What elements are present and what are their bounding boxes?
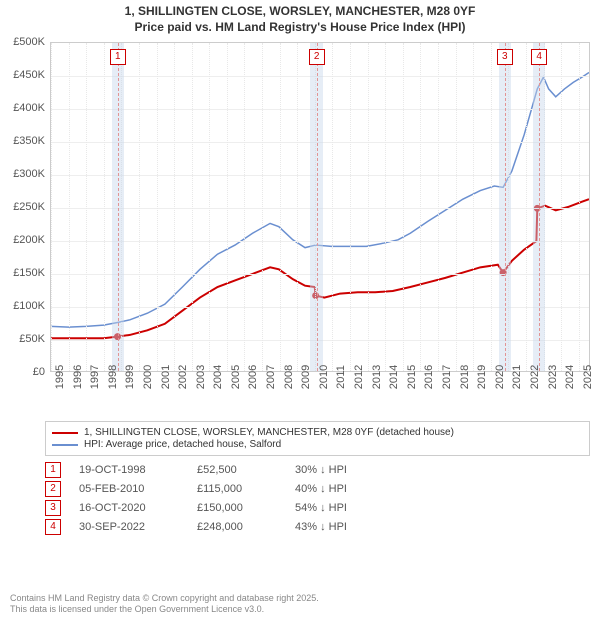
- xtick-label: 2009: [300, 365, 312, 389]
- plot-region: 1 2 3 4: [50, 42, 590, 372]
- xtick-label: 2007: [265, 365, 277, 389]
- attribution-line2: This data is licensed under the Open Gov…: [10, 604, 319, 616]
- chart-area: 1 2 3 4 £0 £50K £100K £150K £200K £250K £300K £350…: [5, 37, 595, 417]
- chart-title-block: 1, SHILLINGTEN CLOSE, WORSLEY, MANCHESTE…: [0, 0, 600, 37]
- ytick-label: £150K: [13, 267, 45, 279]
- sale-price: £52,500: [197, 464, 277, 476]
- xtick-label: 2003: [195, 365, 207, 389]
- sales-row: 1 19-OCT-1998 £52,500 30% ↓ HPI: [45, 462, 590, 478]
- legend-label: 1, SHILLINGTEN CLOSE, WORSLEY, MANCHESTE…: [84, 427, 454, 438]
- sale-delta: 43% ↓ HPI: [295, 521, 385, 533]
- xtick-label: 2014: [388, 365, 400, 389]
- sale-badge: 1: [45, 462, 61, 478]
- xtick-label: 2000: [142, 365, 154, 389]
- xtick-label: 1995: [54, 365, 66, 389]
- chart-title-line1: 1, SHILLINGTEN CLOSE, WORSLEY, MANCHESTE…: [0, 4, 600, 20]
- xtick-label: 1999: [124, 365, 136, 389]
- xtick-label: 2023: [547, 365, 559, 389]
- ytick-label: £500K: [13, 36, 45, 48]
- xtick-label: 1997: [89, 365, 101, 389]
- legend-swatch: [52, 444, 78, 446]
- xtick-label: 1996: [72, 365, 84, 389]
- legend-row: 1, SHILLINGTEN CLOSE, WORSLEY, MANCHESTE…: [52, 427, 583, 438]
- xtick-label: 2022: [529, 365, 541, 389]
- sales-table: 1 19-OCT-1998 £52,500 30% ↓ HPI 2 05-FEB-2010…: [45, 462, 590, 535]
- sales-row: 3 16-OCT-2020 £150,000 54% ↓ HPI: [45, 500, 590, 516]
- ytick-label: £300K: [13, 168, 45, 180]
- sale-date: 30-SEP-2022: [79, 521, 179, 533]
- xtick-label: 2013: [371, 365, 383, 389]
- ytick-label: £450K: [13, 69, 45, 81]
- xtick-label: 2012: [353, 365, 365, 389]
- xtick-label: 2017: [441, 365, 453, 389]
- sale-delta: 30% ↓ HPI: [295, 464, 385, 476]
- xtick-label: 2002: [177, 365, 189, 389]
- xtick-label: 2015: [406, 365, 418, 389]
- sale-date: 19-OCT-1998: [79, 464, 179, 476]
- ytick-label: £200K: [13, 234, 45, 246]
- chart-marker-badge: 2: [309, 49, 325, 65]
- xtick-label: 2025: [582, 365, 594, 389]
- ytick-label: £0: [33, 366, 45, 378]
- xtick-label: 2010: [318, 365, 330, 389]
- sale-delta: 54% ↓ HPI: [295, 502, 385, 514]
- sale-price: £248,000: [197, 521, 277, 533]
- xtick-label: 2008: [283, 365, 295, 389]
- ytick-label: £250K: [13, 201, 45, 213]
- sales-row: 2 05-FEB-2010 £115,000 40% ↓ HPI: [45, 481, 590, 497]
- ytick-label: £400K: [13, 102, 45, 114]
- xtick-label: 2018: [459, 365, 471, 389]
- xtick-label: 2020: [494, 365, 506, 389]
- xtick-label: 2001: [160, 365, 172, 389]
- sale-badge: 2: [45, 481, 61, 497]
- sale-badge: 4: [45, 519, 61, 535]
- legend-label: HPI: Average price, detached house, Salf…: [84, 439, 281, 450]
- ytick-label: £350K: [13, 135, 45, 147]
- sale-date: 16-OCT-2020: [79, 502, 179, 514]
- xtick-label: 2024: [564, 365, 576, 389]
- sales-row: 4 30-SEP-2022 £248,000 43% ↓ HPI: [45, 519, 590, 535]
- xtick-label: 2004: [212, 365, 224, 389]
- chart-marker-badge: 1: [110, 49, 126, 65]
- sale-date: 05-FEB-2010: [79, 483, 179, 495]
- ytick-label: £100K: [13, 300, 45, 312]
- chart-title-line2: Price paid vs. HM Land Registry's House …: [0, 20, 600, 36]
- xtick-label: 2019: [476, 365, 488, 389]
- sale-delta: 40% ↓ HPI: [295, 483, 385, 495]
- chart-marker-badge: 4: [531, 49, 547, 65]
- legend-swatch: [52, 432, 78, 434]
- xtick-label: 2011: [335, 365, 347, 389]
- chart-marker-badge: 3: [497, 49, 513, 65]
- legend-row: HPI: Average price, detached house, Salf…: [52, 439, 583, 450]
- xtick-label: 2016: [423, 365, 435, 389]
- legend: 1, SHILLINGTEN CLOSE, WORSLEY, MANCHESTE…: [45, 421, 590, 456]
- ytick-label: £50K: [19, 333, 45, 345]
- attribution: Contains HM Land Registry data © Crown c…: [10, 593, 319, 616]
- attribution-line1: Contains HM Land Registry data © Crown c…: [10, 593, 319, 605]
- sale-price: £115,000: [197, 483, 277, 495]
- sale-price: £150,000: [197, 502, 277, 514]
- xtick-label: 2005: [230, 365, 242, 389]
- xtick-label: 2021: [511, 365, 523, 389]
- sale-badge: 3: [45, 500, 61, 516]
- xtick-label: 1998: [107, 365, 119, 389]
- xtick-label: 2006: [247, 365, 259, 389]
